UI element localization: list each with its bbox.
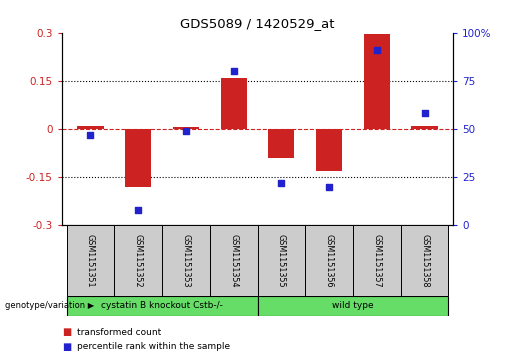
Text: wild type: wild type: [332, 301, 374, 310]
Text: cystatin B knockout Cstb-/-: cystatin B knockout Cstb-/-: [101, 301, 223, 310]
Point: [325, 184, 333, 189]
Bar: [401, 225, 449, 296]
Bar: [411, 126, 438, 129]
Text: GSM1151355: GSM1151355: [277, 234, 286, 287]
Bar: [305, 225, 353, 296]
Bar: [173, 127, 199, 129]
Text: percentile rank within the sample: percentile rank within the sample: [77, 342, 230, 351]
Text: genotype/variation ▶: genotype/variation ▶: [5, 301, 94, 310]
Text: GSM1151352: GSM1151352: [134, 234, 143, 287]
Point: [182, 128, 190, 134]
Bar: [220, 78, 247, 129]
Text: ■: ■: [62, 342, 71, 352]
Text: GSM1151358: GSM1151358: [420, 234, 429, 287]
Bar: [114, 225, 162, 296]
Point: [420, 111, 428, 117]
Text: transformed count: transformed count: [77, 328, 162, 337]
Bar: [162, 225, 210, 296]
Bar: [364, 34, 390, 129]
Point: [87, 132, 95, 138]
Bar: [258, 296, 449, 316]
Text: GSM1151354: GSM1151354: [229, 234, 238, 287]
Bar: [258, 225, 305, 296]
Bar: [77, 126, 104, 129]
Text: GSM1151356: GSM1151356: [324, 234, 334, 287]
Text: GSM1151353: GSM1151353: [181, 234, 191, 287]
Point: [373, 47, 381, 53]
Bar: [353, 225, 401, 296]
Point: [134, 207, 142, 213]
Text: GSM1151357: GSM1151357: [372, 234, 381, 287]
Bar: [125, 129, 151, 187]
Bar: [66, 225, 114, 296]
Point: [277, 180, 285, 185]
Text: GSM1151351: GSM1151351: [86, 234, 95, 287]
Bar: [210, 225, 258, 296]
Bar: [66, 296, 258, 316]
Bar: [316, 129, 342, 171]
Bar: [268, 129, 295, 158]
Point: [230, 68, 238, 74]
Text: ■: ■: [62, 327, 71, 337]
Title: GDS5089 / 1420529_at: GDS5089 / 1420529_at: [180, 17, 335, 30]
